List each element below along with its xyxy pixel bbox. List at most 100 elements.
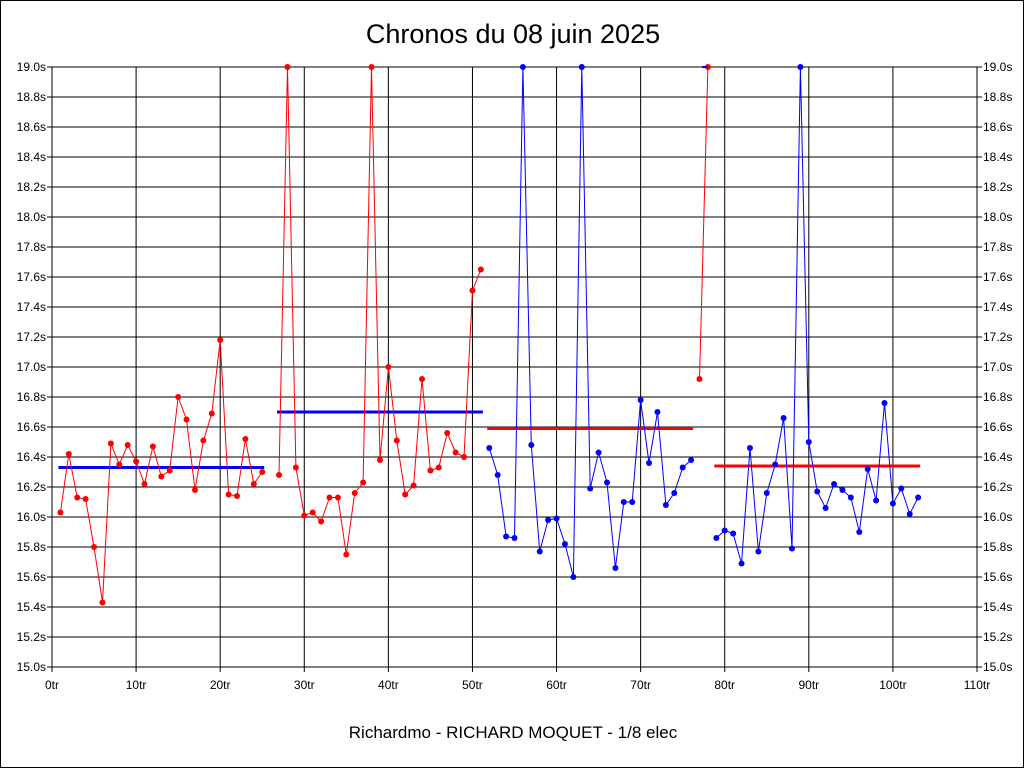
y-tick-label-left: 18.0s <box>17 210 46 224</box>
data-point <box>519 64 526 70</box>
x-tick-label: 10tr <box>126 678 147 692</box>
data-point <box>385 364 392 370</box>
data-point <box>730 530 737 537</box>
data-point <box>477 266 484 273</box>
data-point <box>847 494 854 501</box>
data-point <box>746 445 753 451</box>
y-tick-label-right: 15.8s <box>983 540 1012 554</box>
data-point <box>124 442 131 448</box>
data-point <box>587 485 594 492</box>
data-point <box>780 415 787 421</box>
series-line <box>699 66 709 380</box>
x-tick-label: 30tr <box>294 678 315 692</box>
y-tick-label-left: 19.0s <box>17 60 46 74</box>
data-point <box>915 494 922 501</box>
data-point <box>292 464 299 471</box>
y-tick-label-right: 15.4s <box>983 600 1012 614</box>
chart-title: Chronos du 08 juin 2025 <box>365 19 661 49</box>
data-point <box>191 487 198 493</box>
plot-frame <box>51 66 978 668</box>
data-point <box>200 437 207 444</box>
data-point <box>57 509 64 516</box>
data-point <box>284 64 291 70</box>
chart-subtitle: Richardmo - RICHARD MOQUET - 1/8 elec <box>348 723 678 742</box>
data-point <box>528 442 535 448</box>
data-point <box>671 490 678 496</box>
x-tick-label: 90tr <box>798 678 819 692</box>
y-tick-label-left: 17.4s <box>17 300 46 314</box>
data-point <box>217 337 224 343</box>
data-point <box>696 376 703 382</box>
data-point <box>831 481 838 487</box>
data-point <box>410 482 417 489</box>
data-point <box>763 490 770 496</box>
data-point <box>183 416 190 423</box>
data-point <box>873 497 880 504</box>
y-tick-label-left: 16.4s <box>17 450 46 464</box>
y-tick-label-right: 16.2s <box>983 480 1012 494</box>
y-tick-label-left: 15.8s <box>17 540 46 554</box>
data-point <box>561 541 568 547</box>
y-tick-label-left: 16.6s <box>17 420 46 434</box>
y-tick-label-right: 16.6s <box>983 420 1012 434</box>
data-point <box>822 505 829 511</box>
data-point <box>595 449 602 456</box>
data-point <box>805 439 812 445</box>
x-tick-label: 40tr <box>378 678 399 692</box>
data-point <box>343 551 350 558</box>
data-point <box>368 64 375 70</box>
series-line <box>488 66 692 578</box>
data-point <box>789 545 795 552</box>
data-point <box>662 502 669 508</box>
y-tick-label-left: 17.8s <box>17 240 46 254</box>
data-point <box>376 457 383 463</box>
data-point <box>688 457 695 463</box>
x-tick-label: 0tr <box>45 678 59 692</box>
data-point <box>149 443 156 450</box>
data-point <box>545 517 552 523</box>
y-tick-label-right: 17.0s <box>983 360 1012 374</box>
y-tick-label-right: 15.2s <box>983 630 1012 644</box>
y-tick-label-right: 16.4s <box>983 450 1012 464</box>
data-point <box>536 548 543 555</box>
data-point <box>107 440 114 447</box>
y-tick-label-right: 16.8s <box>983 390 1012 404</box>
y-tick-label-left: 15.6s <box>17 570 46 584</box>
x-tick-label: 60tr <box>546 678 567 692</box>
data-point <box>898 485 905 492</box>
series-line <box>59 339 263 603</box>
data-point <box>570 574 577 580</box>
data-point <box>250 481 257 487</box>
data-point <box>133 458 140 465</box>
data-point <box>444 430 451 436</box>
y-tick-label-right: 15.0s <box>983 660 1012 674</box>
x-tick-label: 20tr <box>210 678 231 692</box>
data-point <box>881 400 888 406</box>
y-tick-label-right: 17.4s <box>983 300 1012 314</box>
data-point <box>620 499 627 505</box>
data-point <box>65 451 72 457</box>
data-point <box>208 410 215 417</box>
data-point <box>158 473 165 480</box>
data-point <box>553 515 560 522</box>
data-point <box>393 437 400 444</box>
data-point <box>797 64 804 70</box>
data-point <box>814 488 821 495</box>
data-point <box>334 494 341 501</box>
data-point <box>486 445 493 451</box>
data-point <box>503 533 510 540</box>
data-point <box>721 527 728 534</box>
x-tick-label: 70tr <box>630 678 651 692</box>
y-tick-label-right: 15.6s <box>983 570 1012 584</box>
data-point <box>889 500 896 507</box>
y-tick-label-left: 15.0s <box>17 660 46 674</box>
data-point <box>326 494 333 501</box>
data-point <box>637 397 644 403</box>
y-tick-label-right: 18.2s <box>983 180 1012 194</box>
data-point <box>276 472 283 478</box>
y-tick-label-left: 15.4s <box>17 600 46 614</box>
data-point <box>234 493 240 499</box>
y-tick-label-right: 18.0s <box>983 210 1012 224</box>
